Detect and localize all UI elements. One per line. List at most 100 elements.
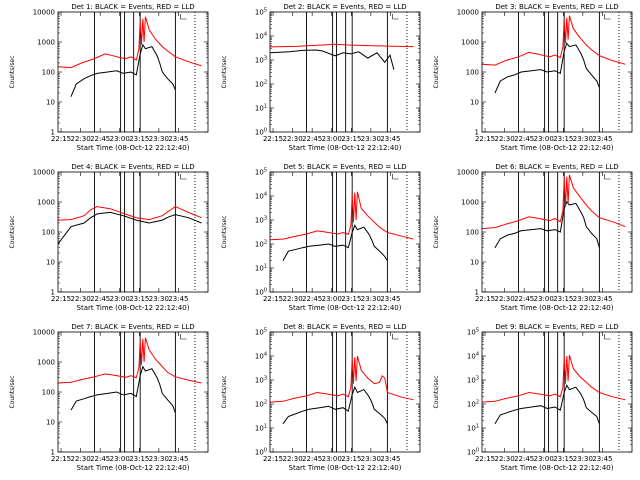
y-tick-label: 1000 — [37, 39, 55, 47]
series-lld — [57, 16, 202, 69]
y-tick-label: 104 — [467, 352, 479, 361]
y-axis-label: Counts/sec — [433, 55, 440, 88]
y-tick-label: 100 — [42, 389, 55, 397]
x-axis-label: Start Time (08-Oct-12 22:12:40) — [77, 464, 190, 472]
panel-det-8: Det 8: BLACK = Events, RED = LLD Counts/s… — [221, 323, 421, 472]
x-tick-label: 23:30 — [149, 135, 169, 143]
x-tick-label: 22:15 — [263, 295, 283, 303]
y-tick-label: 100 — [42, 69, 55, 77]
y-tick-label: 102 — [467, 400, 479, 409]
x-tick-label: 22:30 — [283, 135, 303, 143]
y-tick-label: 102 — [255, 240, 267, 249]
x-tick-label: 23:00 — [110, 135, 130, 143]
x-tick-label: 23:45 — [380, 295, 400, 303]
x-tick-label: 23:00 — [110, 455, 130, 463]
panel-det-9: Det 9: BLACK = Events, RED = LLD Counts/s… — [433, 323, 633, 472]
x-tick-label: 23:00 — [322, 295, 342, 303]
y-axis-label: Counts/sec — [221, 55, 228, 88]
plot-frame — [57, 11, 209, 133]
series-events — [282, 385, 388, 425]
x-tick-label: 22:30 — [495, 455, 515, 463]
y-tick-label: 1 — [475, 129, 479, 137]
y-tick-label: 103 — [467, 376, 479, 385]
segment-bracket — [180, 174, 187, 180]
x-tick-label: 22:30 — [283, 295, 303, 303]
x-tick-label: 23:00 — [322, 455, 342, 463]
series-events — [57, 211, 202, 245]
x-tick-label: 22:30 — [495, 135, 515, 143]
panel-det-6: Det 6: BLACK = Events, RED = LLD Counts/s… — [433, 163, 633, 312]
x-tick-label: 23:30 — [361, 135, 381, 143]
x-tick-label: 23:30 — [573, 455, 593, 463]
y-tick-label: 101 — [255, 104, 267, 113]
x-tick-label: 22:15 — [51, 135, 71, 143]
segment-bracket — [392, 14, 399, 20]
panel-title: Det 7: BLACK = Events, RED = LLD — [71, 323, 194, 331]
y-tick-label: 104 — [255, 192, 267, 201]
x-tick-label: 23:00 — [322, 135, 342, 143]
y-tick-label: 10 — [470, 99, 479, 107]
x-tick-label: 23:45 — [168, 135, 188, 143]
segment-bracket — [604, 334, 611, 340]
y-tick-label: 100 — [466, 229, 479, 237]
x-tick-label: 23:15 — [341, 455, 361, 463]
y-tick-label: 10 — [46, 419, 55, 427]
y-axis-label: Counts/sec — [433, 375, 440, 408]
x-tick-label: 22:15 — [475, 455, 495, 463]
x-tick-label: 22:45 — [90, 455, 110, 463]
x-tick-label: 23:45 — [592, 455, 612, 463]
series-events — [70, 43, 176, 97]
x-tick-label: 23:45 — [592, 295, 612, 303]
y-tick-label: 1 — [51, 289, 55, 297]
series-lld — [269, 43, 414, 48]
x-tick-label: 23:30 — [573, 135, 593, 143]
x-tick-label: 23:15 — [553, 295, 573, 303]
x-axis-label: Start Time (08-Oct-12 22:12:40) — [501, 464, 614, 472]
series-lld — [269, 355, 414, 403]
y-tick-label: 101 — [255, 264, 267, 273]
series-events — [494, 384, 600, 425]
x-tick-label: 23:30 — [361, 295, 381, 303]
plot-frame — [269, 331, 421, 453]
y-tick-label: 105 — [255, 168, 267, 177]
x-tick-label: 22:45 — [302, 295, 322, 303]
plot-frame — [481, 331, 633, 453]
y-tick-label: 10 — [46, 259, 55, 267]
series-lld — [57, 337, 202, 384]
panel-title: Det 8: BLACK = Events, RED = LLD — [283, 323, 406, 331]
y-axis-label: Counts/sec — [9, 55, 16, 88]
x-tick-label: 22:15 — [475, 135, 495, 143]
x-tick-label: 23:15 — [129, 295, 149, 303]
y-tick-label: 10 — [470, 259, 479, 267]
y-tick-label: 105 — [255, 8, 267, 17]
x-tick-label: 22:15 — [475, 295, 495, 303]
y-tick-label: 10000 — [457, 169, 479, 177]
y-axis-label: Counts/sec — [433, 215, 440, 248]
x-axis-label: Start Time (08-Oct-12 22:12:40) — [501, 144, 614, 152]
panel-title: Det 6: BLACK = Events, RED = LLD — [495, 163, 618, 171]
y-tick-label: 1 — [51, 449, 55, 457]
panel-title: Det 3: BLACK = Events, RED = LLD — [495, 3, 618, 11]
x-axis-label: Start Time (08-Oct-12 22:12:40) — [289, 304, 402, 312]
series-events — [269, 49, 395, 70]
x-tick-label: 22:30 — [283, 455, 303, 463]
x-axis-label: Start Time (08-Oct-12 22:12:40) — [501, 304, 614, 312]
x-tick-label: 22:15 — [51, 295, 71, 303]
x-tick-label: 23:15 — [341, 295, 361, 303]
y-tick-label: 1 — [475, 289, 479, 297]
segment-bracket — [392, 174, 399, 180]
x-tick-label: 23:45 — [380, 455, 400, 463]
x-tick-label: 23:45 — [380, 135, 400, 143]
plot-frame — [57, 331, 209, 453]
series-events — [494, 42, 600, 94]
y-tick-label: 100 — [42, 229, 55, 237]
plot-frame — [57, 171, 209, 293]
y-tick-label: 105 — [467, 328, 479, 337]
x-tick-label: 23:00 — [534, 455, 554, 463]
x-tick-label: 22:30 — [71, 295, 91, 303]
panel-det-7: Det 7: BLACK = Events, RED = LLD Counts/s… — [9, 323, 209, 472]
x-tick-label: 23:30 — [361, 455, 381, 463]
y-tick-label: 104 — [255, 32, 267, 41]
y-tick-label: 101 — [467, 424, 479, 433]
